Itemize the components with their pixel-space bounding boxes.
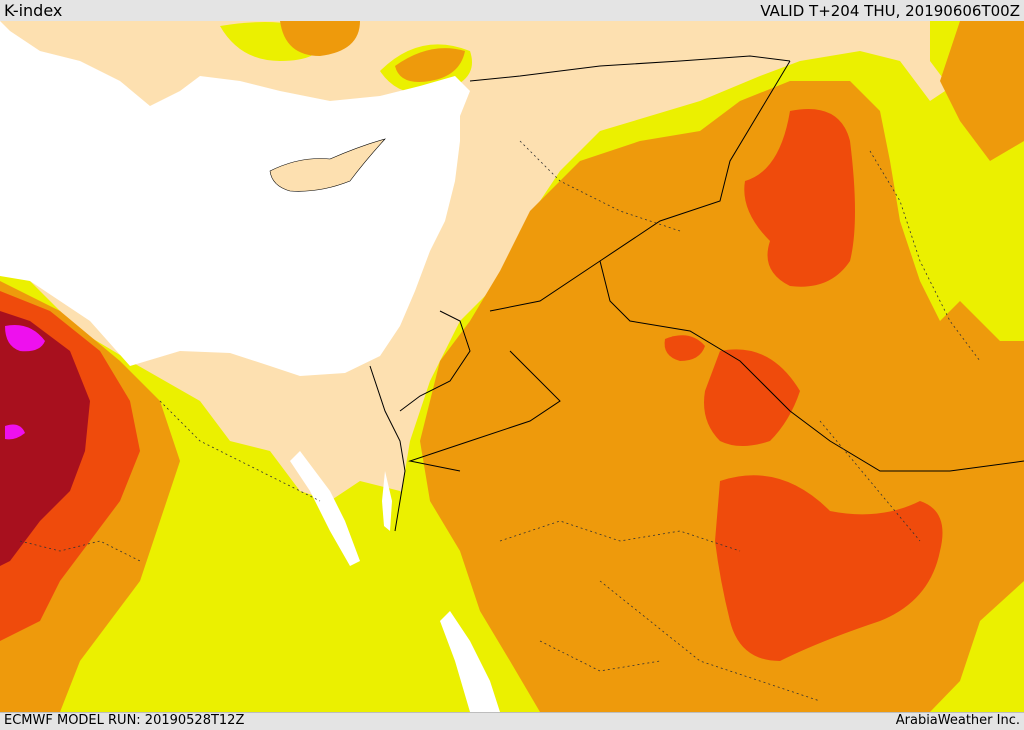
red-orange-blob xyxy=(664,335,705,361)
mediterranean-sea xyxy=(0,21,470,376)
red-orange-north xyxy=(744,109,855,287)
red-orange-south xyxy=(715,475,943,661)
header-bar: K-index VALID T+204 THU, 20190606T00Z xyxy=(0,0,1024,22)
valid-time-label: VALID T+204 THU, 20190606T00Z xyxy=(760,2,1020,20)
orange-blob-top xyxy=(280,21,360,56)
credit-label: ArabiaWeather Inc. xyxy=(895,713,1020,728)
orange-zone-top xyxy=(940,21,1024,161)
red-orange-central xyxy=(704,349,800,446)
country-borders xyxy=(369,55,1024,532)
k-index-map xyxy=(0,21,1024,712)
model-run-label: ECMWF MODEL RUN: 20190528T12Z xyxy=(4,713,245,728)
province-borders xyxy=(19,140,981,702)
magenta-spot-1 xyxy=(5,325,45,352)
gulf-of-aqaba xyxy=(382,471,392,531)
magenta-spot-2 xyxy=(5,424,25,440)
red-sea xyxy=(440,611,500,712)
dark-red-zone xyxy=(0,311,90,566)
orange-blob-top2 xyxy=(395,48,465,82)
cyprus-island xyxy=(269,138,386,192)
map-title: K-index xyxy=(4,1,63,20)
red-sea-gulf xyxy=(290,451,360,566)
footer-bar: ECMWF MODEL RUN: 20190528T12Z ArabiaWeat… xyxy=(0,712,1024,730)
